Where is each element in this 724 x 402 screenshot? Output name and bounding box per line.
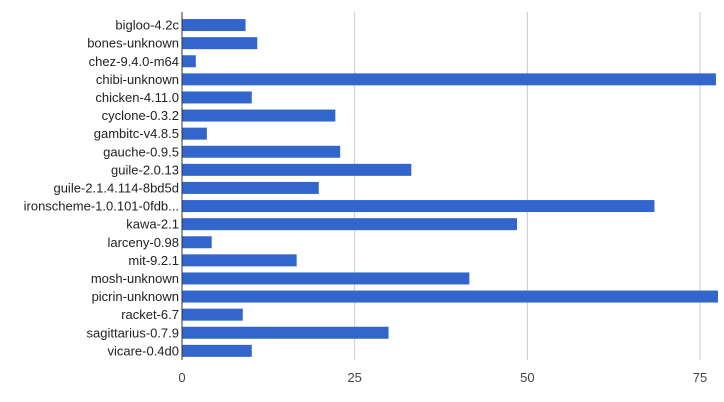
category-label: mit-9.2.1 xyxy=(128,253,179,268)
category-label: picrin-unknown xyxy=(92,289,179,304)
category-label: vicare-0.4d0 xyxy=(107,343,179,358)
bar xyxy=(182,37,258,50)
category-label: chicken-4.11.0 xyxy=(95,90,179,105)
category-label: bones-unknown xyxy=(87,36,179,51)
x-tick-label: 25 xyxy=(347,370,361,385)
x-tick-label: 75 xyxy=(693,370,707,385)
x-tick-label: 50 xyxy=(520,370,534,385)
bar xyxy=(182,145,341,158)
bar xyxy=(182,200,655,213)
bar xyxy=(182,272,470,285)
category-label: kawa-2.1 xyxy=(126,217,179,232)
bar xyxy=(182,181,319,194)
category-label: cyclone-0.3.2 xyxy=(102,108,179,123)
bar xyxy=(182,91,252,104)
bar xyxy=(182,127,207,140)
category-label: bigloo-4.2c xyxy=(115,18,179,33)
bar xyxy=(182,326,389,339)
bar xyxy=(182,290,718,303)
bars xyxy=(182,19,718,357)
bar xyxy=(182,109,336,122)
category-label: chez-9.4.0-m64 xyxy=(89,54,179,69)
gridlines xyxy=(354,12,701,360)
x-tick-label: 0 xyxy=(178,370,185,385)
category-label: sagittarius-0.7.9 xyxy=(87,325,180,340)
category-label: ironscheme-1.0.101-0fdb... xyxy=(24,199,179,214)
category-label: guile-2.0.13 xyxy=(111,162,179,177)
x-tick-labels: 0 25 50 75 xyxy=(178,370,707,385)
bar xyxy=(182,163,412,176)
bar xyxy=(182,19,246,32)
bar xyxy=(182,344,252,357)
category-labels: bigloo-4.2c bones-unknown chez-9.4.0-m64 ch… xyxy=(24,18,180,359)
bar xyxy=(182,55,196,68)
bar xyxy=(182,73,716,86)
category-label: guile-2.1.4.114-8bd5d xyxy=(53,180,179,195)
bar xyxy=(182,254,297,267)
category-label: mosh-unknown xyxy=(91,271,179,286)
bar xyxy=(182,236,212,249)
category-label: chibi-unknown xyxy=(96,72,179,87)
category-label: gauche-0.9.5 xyxy=(103,144,179,159)
category-label: larceny-0.98 xyxy=(107,235,179,250)
category-label: racket-6.7 xyxy=(121,307,179,322)
bar xyxy=(182,308,243,321)
bar xyxy=(182,218,517,231)
category-label: gambitc-v4.8.5 xyxy=(94,126,179,141)
